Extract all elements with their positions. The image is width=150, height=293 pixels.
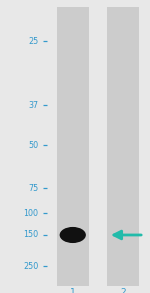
Text: 75: 75 <box>28 184 38 193</box>
Bar <box>57 7 88 286</box>
Ellipse shape <box>60 227 86 243</box>
Bar <box>107 7 139 286</box>
Text: 50: 50 <box>28 141 38 149</box>
Text: 37: 37 <box>28 101 38 110</box>
Text: 250: 250 <box>23 262 38 270</box>
Text: 2: 2 <box>120 288 126 293</box>
Text: 150: 150 <box>23 231 38 239</box>
Text: 25: 25 <box>28 37 38 45</box>
Text: 1: 1 <box>70 288 76 293</box>
Text: 100: 100 <box>23 209 38 217</box>
